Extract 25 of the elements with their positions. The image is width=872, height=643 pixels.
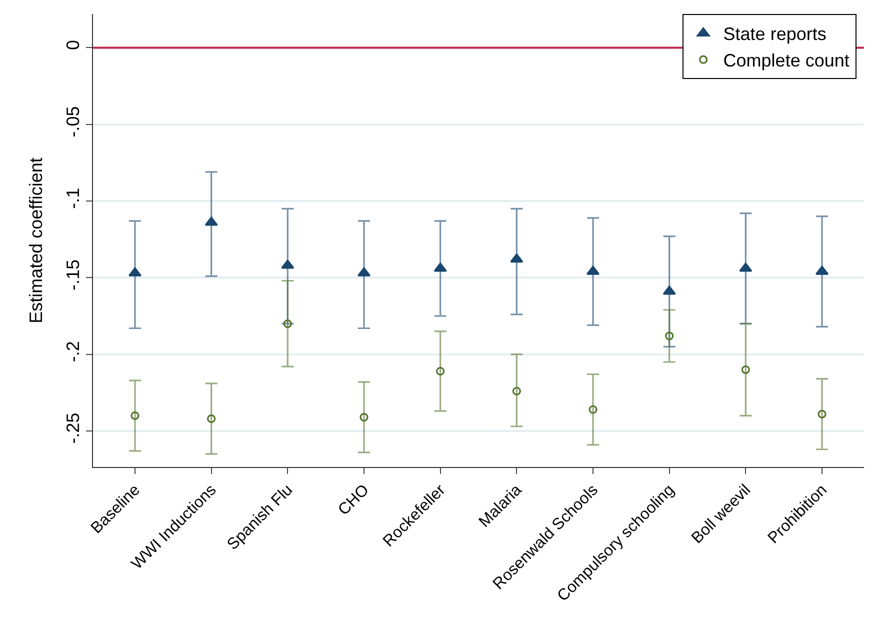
point bbox=[662, 286, 676, 295]
point bbox=[204, 216, 218, 226]
point bbox=[283, 319, 292, 328]
y-tick-label: -.05 bbox=[62, 106, 83, 138]
point bbox=[360, 412, 368, 422]
point bbox=[436, 366, 445, 376]
point bbox=[512, 386, 521, 396]
legend-label: State reports bbox=[723, 24, 826, 44]
y-tick-label: -.15 bbox=[62, 259, 83, 290]
point bbox=[741, 365, 750, 374]
point bbox=[588, 405, 598, 414]
y-tick-label: -.25 bbox=[62, 412, 83, 444]
point bbox=[207, 414, 216, 424]
y-tick-label: 0 bbox=[62, 40, 83, 50]
point bbox=[434, 262, 447, 272]
y-tick-label: -.2 bbox=[62, 341, 83, 362]
point bbox=[130, 411, 140, 420]
point bbox=[818, 410, 826, 418]
y-tick-label: -.1 bbox=[62, 188, 83, 209]
point bbox=[510, 253, 524, 263]
point bbox=[665, 332, 674, 340]
legend-label: Complete count bbox=[723, 50, 850, 71]
point bbox=[281, 260, 294, 269]
y-axis-title: Estimated coefficient bbox=[26, 158, 46, 324]
point bbox=[739, 262, 752, 272]
